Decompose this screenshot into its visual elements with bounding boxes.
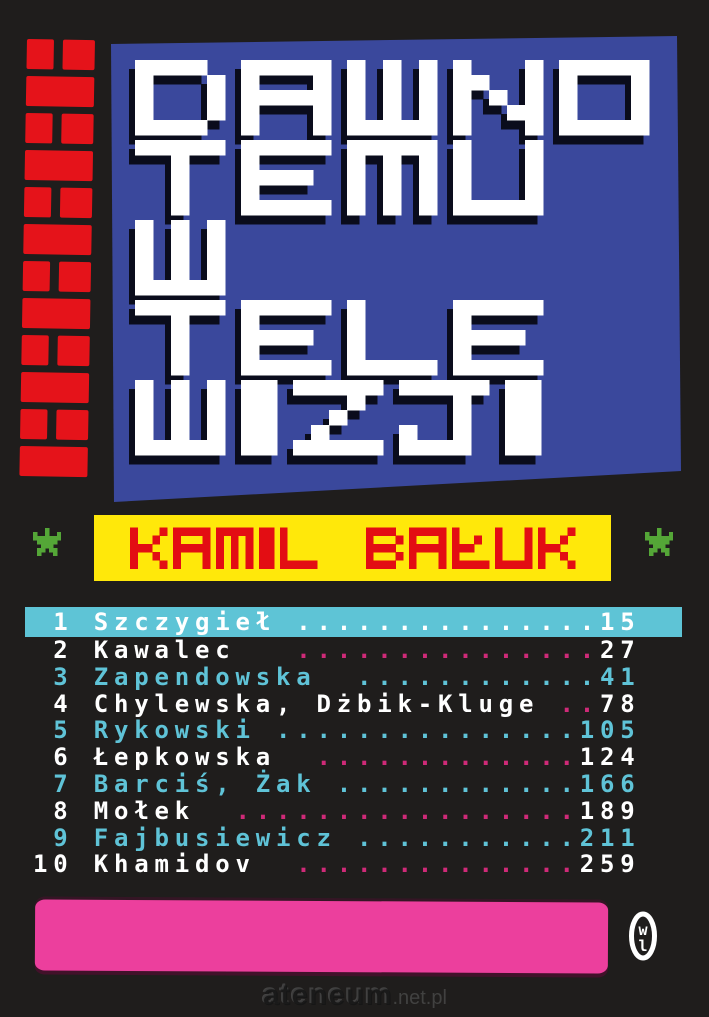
toc-gap [337, 824, 357, 852]
toc-entry-name: 5 Rykowski [33, 716, 256, 745]
brick-row [20, 371, 92, 404]
toc-dot-leader: ........... [357, 823, 580, 852]
toc-row: 10 Khamidov ..............259 [25, 851, 682, 878]
toc-entry-name: 2 Kawalec [33, 636, 236, 664]
publisher-logo-icon: w l [629, 911, 657, 961]
watermark-site: ateneum [262, 978, 393, 1011]
star-icon-right [645, 528, 674, 557]
toc-dot-leader: ............. [316, 743, 580, 772]
toc-row: 7 Barciś, Żak ............166 [25, 771, 682, 798]
pixel-star-icon [645, 528, 674, 557]
toc-entry-name: 6 Łepkowska [33, 743, 276, 772]
brick-row [24, 149, 96, 182]
brick [56, 409, 89, 441]
toc-gap [256, 716, 276, 744]
toc-dot-leader: .. [559, 689, 600, 718]
toc-gap [539, 690, 559, 718]
toc-entry-name: 7 Barciś, Żak [33, 769, 317, 798]
brick-row [21, 297, 93, 330]
brick [20, 408, 48, 440]
toc-gap [195, 797, 236, 825]
toc-gap [276, 608, 296, 636]
toc-row: 2 Kawalec ...............27 [25, 637, 682, 664]
publisher-logo-ring [629, 911, 657, 961]
publisher-logo-letter-bottom: l [638, 937, 647, 955]
toc-gap [256, 850, 297, 878]
toc-page-number: 41 [600, 662, 641, 691]
toc-page-number: 78 [599, 689, 641, 718]
brick [61, 113, 94, 145]
toc-page-number: 211 [579, 823, 641, 852]
toc-page-number: 166 [579, 769, 641, 798]
brick-row [26, 39, 97, 71]
title-panel [111, 36, 681, 502]
publisher-logo-letter-top: w [638, 921, 648, 939]
toc-row: 4 Chylewska, Dżbik-Kluge ..78 [25, 689, 682, 718]
toc-dot-leader: ............... [276, 716, 580, 745]
brick-column [19, 39, 97, 484]
brick [57, 335, 90, 367]
toc-dot-leader: ................. [235, 796, 580, 825]
watermark-domain: .net.pl [392, 987, 447, 1009]
toc-entry-name: 9 Fajbusiewicz [33, 823, 337, 852]
toc-row: 9 Fajbusiewicz ...........211 [25, 823, 682, 852]
brick-row [23, 186, 95, 219]
toc-dot-leader: .............. [296, 850, 580, 879]
brick-row [21, 334, 92, 367]
brick-row [23, 223, 94, 256]
brick [23, 223, 92, 256]
bottom-banner [34, 899, 609, 974]
toc-dot-leader: ............ [336, 769, 580, 798]
brick-row [25, 112, 96, 145]
toc-gap [276, 743, 317, 771]
brick [26, 39, 54, 70]
toc-row: 8 Mołek .................189 [25, 796, 682, 825]
brick [21, 334, 49, 366]
contents-list: 1 Szczygieł ...............15 2 Kawalec … [25, 607, 682, 878]
toc-entry-name: 1 Szczygieł [33, 608, 276, 636]
brick-row [25, 75, 97, 108]
brick [58, 261, 92, 293]
brick [62, 39, 95, 71]
toc-page-number: 124 [579, 743, 641, 772]
author-name [130, 527, 576, 569]
brick [25, 112, 53, 144]
toc-entry-name: 4 Chylewska, Dżbik-Kluge [33, 689, 540, 718]
toc-page-number: 259 [579, 850, 641, 879]
author-banner [94, 515, 611, 581]
brick [23, 186, 52, 218]
toc-entry-name: 8 Mołek [33, 796, 195, 825]
title-pixel-text [129, 60, 650, 465]
toc-dot-leader: ............ [357, 662, 600, 691]
toc-page-number: 27 [600, 636, 641, 664]
toc-gap [236, 636, 297, 664]
brick [20, 371, 90, 404]
toc-entry-name: 3 Zapendowska [33, 662, 317, 691]
brick [59, 187, 93, 219]
toc-row: 3 Zapendowska ............41 [25, 662, 682, 691]
toc-page-number: 189 [579, 796, 641, 825]
brick [19, 445, 88, 478]
brick [22, 260, 51, 292]
toc-row: 1 Szczygieł ...............15 [25, 607, 682, 637]
toc-dot-leader: ............... [296, 636, 600, 664]
brick [21, 297, 91, 330]
toc-row: 6 Łepkowska .............124 [25, 744, 682, 771]
brick-row [20, 408, 91, 441]
pixel-star-icon [33, 528, 62, 557]
brick-row [22, 260, 94, 293]
toc-gap [317, 770, 337, 798]
toc-gap [317, 663, 358, 691]
star-icon-left [33, 528, 62, 557]
brick-row [19, 445, 90, 478]
toc-row: 5 Rykowski ...............105 [25, 717, 682, 744]
brick [25, 75, 95, 108]
toc-entry-name: 10 Khamidov [33, 850, 256, 879]
toc-page-number: 105 [579, 716, 641, 745]
toc-dot-leader: ............... [296, 608, 600, 636]
brick [24, 149, 94, 182]
toc-page-number: 15 [600, 608, 641, 636]
watermark: ateneum.net.pl [0, 978, 709, 1012]
